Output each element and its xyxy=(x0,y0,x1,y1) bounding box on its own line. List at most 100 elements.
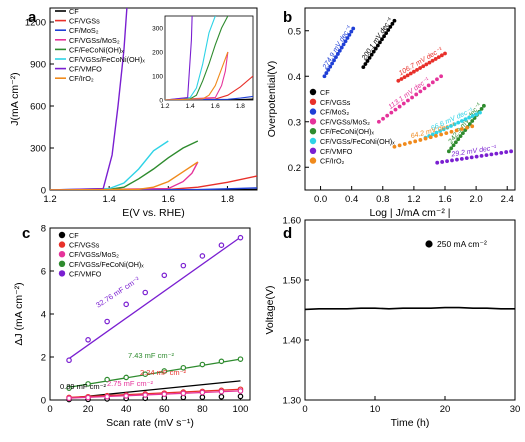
data-point xyxy=(456,137,461,142)
data-point xyxy=(376,119,381,124)
data-point xyxy=(142,289,149,296)
data-point xyxy=(341,42,346,47)
data-point xyxy=(371,49,376,54)
x-tick-label: 1.8 xyxy=(221,194,234,205)
data-point xyxy=(438,129,442,133)
data-point xyxy=(392,18,397,23)
x-tick-label: 100 xyxy=(233,404,249,415)
data-point xyxy=(373,46,378,51)
data-point xyxy=(440,160,445,164)
y-tick-label: 300 xyxy=(30,144,46,155)
data-point xyxy=(467,115,472,120)
y-axis-label: Voltage(V) xyxy=(264,285,276,334)
data-point xyxy=(161,272,168,279)
data-point xyxy=(450,158,454,163)
data-point xyxy=(405,73,410,78)
data-point xyxy=(161,368,168,374)
data-point xyxy=(467,122,472,126)
legend-marker xyxy=(58,241,66,248)
data-point xyxy=(180,262,187,269)
data-point xyxy=(444,131,449,136)
data-point xyxy=(430,80,435,85)
legend-marker xyxy=(58,270,66,277)
y-tick-label: 0.5 xyxy=(288,26,301,37)
inset-y-tick-label: 300 xyxy=(152,26,163,33)
x-tick-label: 1.2 xyxy=(407,194,420,205)
legend-label: CF/FeCoNi(OH)ₓ xyxy=(320,127,375,136)
data-point xyxy=(470,114,475,118)
x-tick-label: 1.6 xyxy=(162,194,175,205)
data-point xyxy=(408,140,412,145)
data-point xyxy=(347,32,352,37)
data-point xyxy=(410,95,414,100)
data-point xyxy=(388,25,393,29)
data-point xyxy=(365,59,370,63)
panel-c: 0 20 40 60 80 100 0 2 4 6 8 Scan rate (mV s⁻¹) ΔJ (m… xyxy=(13,224,251,429)
y-tick-label: 1200 xyxy=(25,18,46,29)
data-point xyxy=(434,133,438,138)
data-point xyxy=(458,134,463,139)
data-point xyxy=(406,98,410,103)
y-tick-label: 0 xyxy=(41,186,46,197)
data-point xyxy=(66,385,72,391)
legend-marker xyxy=(309,128,317,135)
data-point xyxy=(402,142,407,146)
legend-label: CF/VGSs xyxy=(69,17,100,26)
legend-label: CF xyxy=(320,88,330,97)
legend-marker xyxy=(309,108,317,115)
legend-label: CF/VGSs xyxy=(69,241,100,250)
data-point xyxy=(449,124,453,128)
y-axis-label: Overpotential(V) xyxy=(266,61,278,137)
panel-b: 0.0 0.4 0.8 1.2 1.6 2.0 2.4 0.2 0.3 0.4 0.5 Log | J… xyxy=(266,7,516,219)
data-point xyxy=(324,71,329,75)
legend-marker xyxy=(58,260,66,267)
capacitance-label: 7.43 mF cm⁻² xyxy=(128,351,175,360)
inset-x-tick-label: 1.6 xyxy=(211,103,220,110)
x-tick-label: 20 xyxy=(440,404,451,415)
x-tick-label: 60 xyxy=(159,404,170,415)
data-point xyxy=(237,393,244,400)
inset-y-tick-label: 100 xyxy=(152,74,163,81)
legend-marker xyxy=(309,157,317,164)
data-point xyxy=(237,388,244,394)
tafel-slope-label: 200.1 mV dec⁻¹ xyxy=(360,16,394,62)
data-point xyxy=(218,242,225,249)
data-point xyxy=(452,122,457,127)
data-point xyxy=(479,153,484,158)
data-point xyxy=(430,58,435,63)
data-point xyxy=(328,64,333,69)
capacitance-label: 32.76 mF cm⁻² xyxy=(94,275,141,310)
data-point xyxy=(385,113,390,118)
data-point xyxy=(199,394,206,401)
fit-line xyxy=(68,380,241,399)
data-point xyxy=(123,393,129,399)
legend-marker xyxy=(309,118,317,125)
data-point xyxy=(504,150,509,154)
series-line xyxy=(50,161,199,190)
legend-marker xyxy=(425,240,433,248)
stability-curve xyxy=(304,306,515,311)
data-point xyxy=(428,135,433,140)
data-point xyxy=(433,57,438,61)
data-point xyxy=(481,103,486,108)
data-point xyxy=(449,146,454,151)
data-point xyxy=(237,234,244,241)
data-point xyxy=(386,28,391,32)
data-point xyxy=(435,160,440,165)
data-point xyxy=(509,149,514,154)
legend-label: CF/IrO₂ xyxy=(69,74,94,83)
y-tick-label: 1.60 xyxy=(283,216,302,227)
legend-marker xyxy=(309,98,317,106)
y-tick-label: 600 xyxy=(30,102,46,113)
x-tick-label: 2.4 xyxy=(501,194,514,205)
data-point xyxy=(142,371,149,378)
data-point xyxy=(443,51,447,56)
tafel-slope-label: 106.7 mV dec⁻¹ xyxy=(398,46,445,77)
data-point xyxy=(123,374,129,381)
data-point xyxy=(470,119,475,123)
data-point xyxy=(326,67,331,72)
data-point xyxy=(408,71,413,76)
data-point xyxy=(389,110,394,115)
x-tick-label: 20 xyxy=(83,404,94,415)
x-axis-label: E(V vs. RHE) xyxy=(122,207,184,219)
